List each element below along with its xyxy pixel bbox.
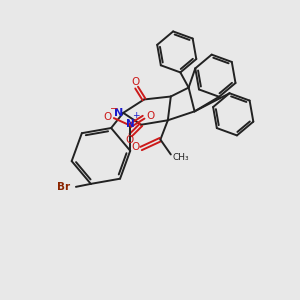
Text: O: O (103, 112, 112, 122)
Text: N: N (114, 108, 123, 118)
Text: O: O (146, 111, 154, 121)
Text: +: + (132, 111, 140, 120)
Text: Br: Br (58, 182, 70, 192)
Text: O: O (125, 136, 133, 146)
Text: O: O (131, 77, 139, 87)
Text: CH₃: CH₃ (173, 153, 190, 162)
Text: N: N (126, 119, 135, 129)
Text: O: O (131, 142, 139, 152)
Text: −: − (110, 103, 118, 114)
